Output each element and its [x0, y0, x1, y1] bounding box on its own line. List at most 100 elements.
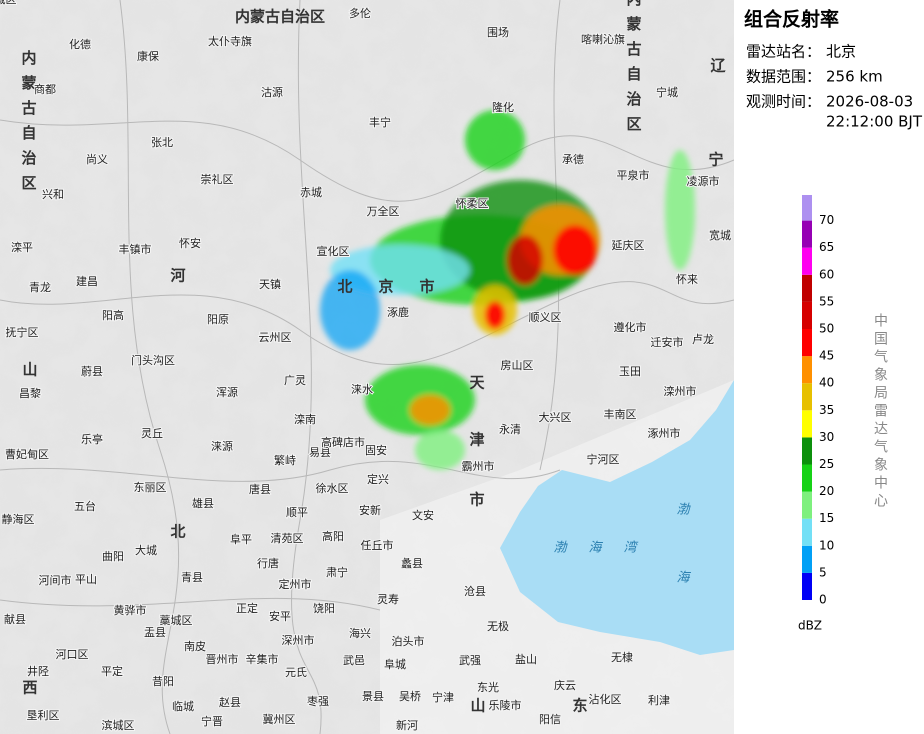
region-label: 西 — [22, 679, 37, 697]
place-label: 乐亭 — [81, 432, 103, 446]
region-label: 津 — [469, 431, 484, 449]
place-label: 固安 — [365, 443, 387, 457]
place-label: 凌源市 — [687, 174, 720, 188]
region-label: 京 — [378, 278, 393, 296]
place-label: 行唐 — [257, 556, 279, 570]
place-label: 文安 — [412, 508, 434, 522]
info-label: 雷达站名： — [746, 43, 821, 61]
place-label: 蔚县 — [81, 365, 103, 378]
place-label: 承德 — [562, 152, 584, 166]
place-label: 平定 — [101, 664, 123, 678]
legend-swatch — [802, 274, 812, 302]
place-label: 唐县 — [249, 482, 271, 496]
info-value: 2026-08-03 — [826, 93, 913, 111]
place-label: 宁河区 — [587, 452, 620, 466]
place-label: 玉田 — [619, 365, 641, 378]
info-value: 22:12:00 BJT — [826, 113, 923, 131]
place-label: 阜城 — [384, 658, 406, 671]
place-label: 陵城区 — [0, 0, 17, 6]
legend-label: 10 — [819, 538, 834, 552]
place-label: 吴桥 — [399, 690, 421, 703]
place-label: 遵化市 — [614, 320, 647, 334]
place-label: 灵寿 — [377, 592, 399, 606]
info-value: 北京 — [826, 43, 856, 61]
place-label: 高阳 — [322, 529, 344, 543]
place-label: 丰宁 — [369, 115, 391, 129]
place-label: 沽源 — [261, 85, 283, 99]
place-label: 宽城 — [709, 228, 731, 242]
place-label: 高碑店市 — [321, 435, 365, 449]
place-label: 利津 — [648, 694, 670, 707]
place-label: 青县 — [181, 571, 203, 584]
place-label: 化德 — [69, 37, 91, 51]
place-label: 井陉 — [27, 664, 49, 678]
place-label: 迁安市 — [651, 335, 684, 349]
place-label: 灵丘 — [141, 427, 163, 440]
place-label: 静海区 — [2, 512, 35, 526]
place-label: 阜平 — [230, 533, 252, 546]
legend-label: 50 — [819, 322, 834, 336]
place-label: 崇礼区 — [201, 172, 234, 186]
place-label: 阳原 — [207, 313, 229, 326]
place-label: 霸州市 — [462, 459, 495, 473]
legend-label: 20 — [819, 484, 834, 498]
place-label: 东光 — [477, 680, 499, 694]
region-label: 内蒙古自治区 — [235, 8, 325, 26]
place-label: 昌黎 — [19, 386, 41, 400]
place-label: 兴和 — [42, 188, 64, 201]
place-label: 宁城 — [656, 85, 678, 99]
legend-swatch — [802, 464, 812, 492]
legend-swatch — [802, 329, 812, 357]
place-label: 深州市 — [282, 633, 315, 647]
legend-swatch — [802, 247, 812, 275]
place-label: 宁津 — [432, 690, 454, 704]
place-label: 赤城 — [300, 186, 322, 199]
place-label: 喀喇沁旗 — [581, 32, 625, 46]
legend-swatch — [802, 410, 812, 438]
place-label: 涞水 — [351, 383, 373, 396]
place-label: 顺平 — [286, 506, 308, 519]
region-label: 天 — [469, 374, 485, 392]
region-label: 内蒙古自治区 — [625, 0, 643, 141]
legend-label: 60 — [819, 267, 834, 281]
region-label: 市 — [419, 278, 434, 296]
place-label: 武强 — [459, 654, 481, 667]
legend-swatch — [802, 437, 812, 465]
place-label: 怀安 — [179, 236, 201, 250]
place-label: 垦利区 — [27, 709, 60, 722]
legend-label: 40 — [819, 376, 834, 390]
place-label: 怀柔区 — [456, 197, 489, 210]
place-label: 无棣 — [611, 651, 633, 664]
place-label: 沧县 — [464, 584, 486, 598]
place-label: 青龙 — [29, 281, 51, 294]
place-label: 武邑 — [343, 654, 365, 667]
region-label: 河 — [170, 267, 185, 285]
place-label: 元氏 — [285, 666, 307, 679]
place-label: 安平 — [269, 609, 291, 623]
region-label: 东 — [572, 697, 587, 715]
region-label: 市 — [469, 491, 484, 509]
place-label: 定兴 — [367, 472, 389, 486]
place-label: 丰南区 — [604, 408, 637, 421]
place-label: 门头沟区 — [131, 353, 175, 367]
place-label: 滦南 — [294, 412, 316, 426]
region-label: 内蒙古自治区 — [20, 49, 38, 200]
legend-swatch — [802, 195, 812, 221]
place-label: 新河 — [396, 718, 418, 732]
legend-label: 0 — [819, 593, 827, 607]
place-label: 卢龙 — [692, 333, 714, 346]
region-label: 辽 — [710, 57, 725, 75]
place-label: 阳信 — [539, 713, 561, 726]
legend-swatch — [802, 572, 812, 600]
place-label: 东丽区 — [134, 481, 167, 494]
place-label: 尚义 — [86, 152, 108, 166]
info-label: 数据范围： — [746, 68, 821, 86]
region-label: 北 — [170, 523, 185, 541]
place-label: 抚宁区 — [6, 325, 39, 339]
legend-label: 35 — [819, 403, 834, 417]
legend-swatch — [802, 545, 812, 573]
place-label: 滦州市 — [664, 384, 697, 398]
place-label: 辛集市 — [246, 652, 279, 666]
place-label: 乐陵市 — [489, 698, 522, 712]
